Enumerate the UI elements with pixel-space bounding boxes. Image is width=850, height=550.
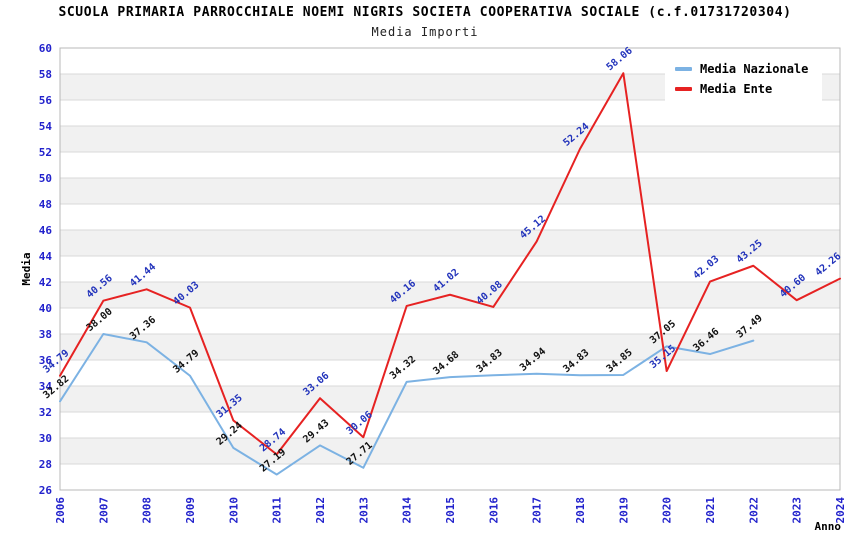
x-tick-label: 2019 xyxy=(617,497,630,524)
y-tick-label: 46 xyxy=(39,224,53,237)
chart-title: SCUOLA PRIMARIA PARROCCHIALE NOEMI NIGRI… xyxy=(58,5,792,20)
legend-label-media-ente: Media Ente xyxy=(700,82,773,96)
x-tick-label: 2013 xyxy=(357,497,370,524)
series-line-media-nazionale xyxy=(59,333,755,476)
y-tick-label: 58 xyxy=(39,68,52,81)
plot-band xyxy=(60,100,840,126)
series-line-media-ente xyxy=(59,72,841,456)
chart-subtitle: Media Importi xyxy=(371,25,479,39)
plot-band xyxy=(60,360,840,386)
y-tick-label: 52 xyxy=(39,146,52,159)
x-tick-label: 2006 xyxy=(54,497,67,524)
x-tick-label: 2016 xyxy=(487,497,500,524)
x-tick-label: 2022 xyxy=(747,497,760,524)
plot-band xyxy=(60,126,840,152)
legend-swatch-media-ente-icon xyxy=(675,87,692,91)
legend: Media Nazionale Media Ente xyxy=(665,56,822,102)
y-tick-label: 32 xyxy=(39,406,52,419)
plot-band xyxy=(60,152,840,178)
x-tick-label: 2009 xyxy=(184,497,197,524)
x-tick-label: 2012 xyxy=(314,497,327,524)
x-axis-title: Anno xyxy=(815,520,842,533)
plot-band xyxy=(60,334,840,360)
plot-border xyxy=(59,47,841,491)
x-tick-label: 2018 xyxy=(574,497,587,524)
legend-label-media-nazionale: Media Nazionale xyxy=(700,62,809,76)
x-tick-label: 2023 xyxy=(791,497,804,524)
plot-band xyxy=(60,230,840,256)
x-tick-label: 2014 xyxy=(401,497,414,524)
plot-band xyxy=(60,438,840,464)
x-tick-label: 2011 xyxy=(271,497,284,524)
plot-band xyxy=(60,464,840,490)
legend-item-media-nazionale: Media Nazionale xyxy=(675,62,822,76)
y-tick-label: 40 xyxy=(39,302,52,315)
y-tick-label: 28 xyxy=(39,458,52,471)
y-tick-label: 54 xyxy=(39,120,53,133)
x-tick-label: 2008 xyxy=(141,497,154,524)
x-tick-label: 2015 xyxy=(444,497,457,524)
x-tick-label: 2020 xyxy=(661,497,674,524)
x-tick-label: 2010 xyxy=(227,497,240,524)
plot-band xyxy=(60,256,840,282)
y-tick-label: 44 xyxy=(39,250,53,263)
y-tick-label: 38 xyxy=(39,328,52,341)
y-tick-label: 56 xyxy=(39,94,53,107)
y-tick-label: 30 xyxy=(39,432,52,445)
y-tick-label: 50 xyxy=(39,172,52,185)
plot-band xyxy=(60,308,840,334)
x-tick-label: 2024 xyxy=(834,497,847,524)
y-tick-label: 34 xyxy=(39,380,53,393)
x-tick-label: 2017 xyxy=(531,497,544,524)
legend-item-media-ente: Media Ente xyxy=(675,82,822,96)
x-tick-label: 2021 xyxy=(704,497,717,524)
y-tick-label: 42 xyxy=(39,276,52,289)
plot-band xyxy=(60,204,840,230)
y-tick-label: 60 xyxy=(39,42,52,55)
y-tick-label: 36 xyxy=(39,354,53,367)
x-tick-label: 2007 xyxy=(97,497,110,524)
plot-band xyxy=(60,178,840,204)
plot-band xyxy=(60,412,840,438)
plot-band xyxy=(60,386,840,412)
y-axis-title: Media xyxy=(20,252,33,285)
y-tick-label: 26 xyxy=(39,484,53,497)
y-tick-label: 48 xyxy=(39,198,52,211)
legend-swatch-media-nazionale-icon xyxy=(675,67,692,71)
